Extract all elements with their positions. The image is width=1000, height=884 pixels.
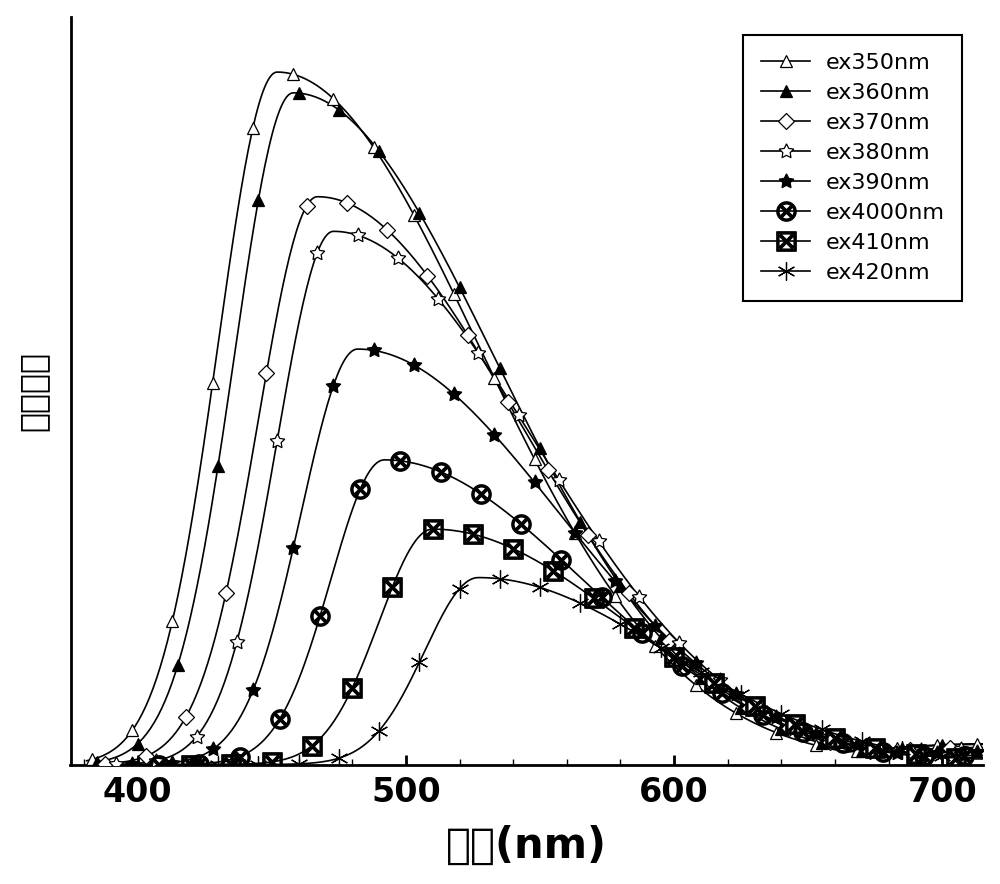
X-axis label: 波长(nm): 波长(nm)	[446, 826, 607, 867]
Y-axis label: 荧光强度: 荧光强度	[17, 351, 50, 431]
Legend: ex350nm, ex360nm, ex370nm, ex380nm, ex390nm, ex4000nm, ex410nm, ex420nm: ex350nm, ex360nm, ex370nm, ex380nm, ex39…	[743, 35, 962, 301]
